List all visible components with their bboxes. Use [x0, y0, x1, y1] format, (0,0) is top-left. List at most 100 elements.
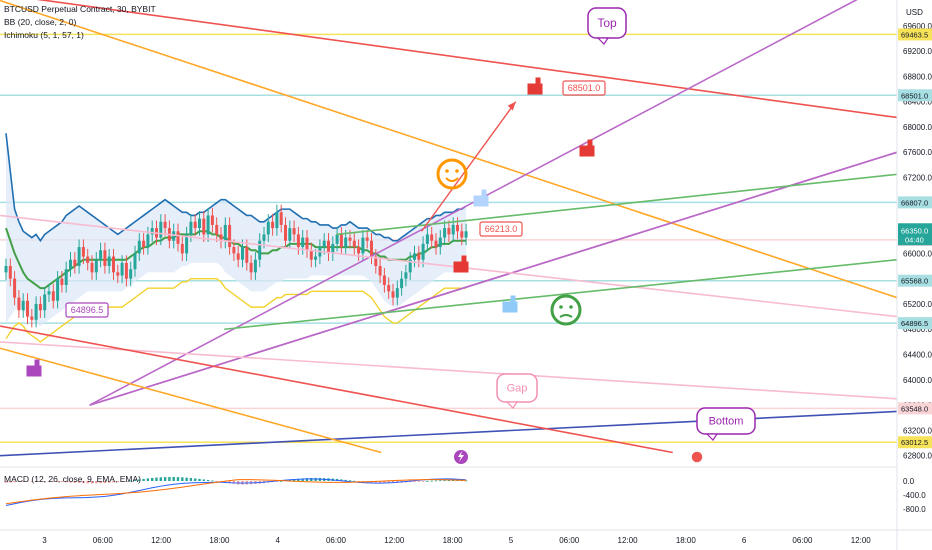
candle-body[interactable]: [447, 228, 451, 235]
sad-face-icon[interactable]: [550, 294, 582, 326]
bb-legend[interactable]: BB (20, close, 2, 0): [4, 17, 76, 27]
candle-body[interactable]: [21, 300, 25, 311]
price-note-66213-box[interactable]: [479, 221, 523, 237]
candle-body[interactable]: [146, 234, 150, 248]
candle-body[interactable]: [408, 259, 412, 273]
trend-line[interactable]: [336, 173, 897, 236]
candle-body[interactable]: [417, 253, 421, 260]
projection-arrow[interactable]: [421, 101, 517, 232]
pointing-hand-icon[interactable]: [527, 77, 543, 95]
candle-body[interactable]: [60, 278, 64, 285]
candle-body[interactable]: [232, 247, 236, 254]
candle-body[interactable]: [159, 221, 163, 238]
candle-body[interactable]: [94, 259, 98, 273]
candle-body[interactable]: [241, 247, 244, 260]
candle-body[interactable]: [365, 237, 369, 241]
price-note-64896-box[interactable]: [65, 302, 109, 318]
candle-body[interactable]: [279, 212, 283, 225]
candle-body[interactable]: [99, 250, 103, 260]
candle-body[interactable]: [309, 250, 313, 260]
trend-line[interactable]: [0, 214, 897, 318]
candle-body[interactable]: [180, 243, 184, 254]
candle-body[interactable]: [400, 278, 404, 289]
candle-body[interactable]: [120, 262, 124, 276]
price-plot-area[interactable]: [0, 0, 897, 457]
pointing-hand-icon[interactable]: [502, 295, 518, 313]
candle-body[interactable]: [77, 247, 81, 267]
candle-body[interactable]: [13, 278, 17, 298]
candle-body[interactable]: [262, 234, 266, 241]
candle-body[interactable]: [103, 250, 107, 267]
candle-body[interactable]: [4, 266, 8, 273]
candle-body[interactable]: [215, 224, 219, 235]
candle-body[interactable]: [335, 234, 339, 244]
time-axis[interactable]: 3 06:00 12:00 18:00 4 06:00 12:00 18:00 5 06:00 12…: [42, 536, 871, 545]
candle-body[interactable]: [206, 215, 210, 235]
candle-body[interactable]: [137, 240, 141, 254]
candle-body[interactable]: [271, 221, 275, 229]
price-level-tag[interactable]: [898, 196, 932, 209]
candle-body[interactable]: [64, 269, 68, 285]
trend-line[interactable]: [224, 258, 897, 331]
candle-body[interactable]: [30, 316, 34, 320]
candle-body[interactable]: [210, 215, 214, 225]
candle-body[interactable]: [344, 237, 348, 248]
currency-label[interactable]: USD: [906, 8, 923, 17]
candle-body[interactable]: [8, 266, 12, 279]
candle-body[interactable]: [331, 243, 335, 254]
candle-body[interactable]: [322, 240, 326, 248]
candle-body[interactable]: [425, 234, 429, 244]
price-level-tag[interactable]: [898, 317, 932, 330]
candle-body[interactable]: [17, 297, 21, 311]
candle-body[interactable]: [142, 240, 146, 248]
candle-body[interactable]: [413, 253, 416, 260]
price-level-tag[interactable]: [898, 28, 932, 41]
trend-line[interactable]: [0, 347, 382, 454]
candle-body[interactable]: [357, 247, 361, 254]
candle-body[interactable]: [69, 259, 72, 270]
price-level-tag[interactable]: [898, 274, 932, 287]
candle-body[interactable]: [47, 291, 51, 295]
candle-body[interactable]: [245, 247, 249, 263]
candle-body[interactable]: [460, 231, 464, 238]
candle-body[interactable]: [258, 240, 262, 260]
candle-body[interactable]: [185, 234, 189, 254]
price-note-68501-box[interactable]: [562, 80, 606, 96]
candle-body[interactable]: [464, 231, 468, 238]
trend-line[interactable]: [0, 341, 897, 400]
candle-body[interactable]: [236, 253, 240, 260]
candle-body[interactable]: [112, 256, 115, 273]
candle-body[interactable]: [73, 259, 77, 267]
candle-body[interactable]: [202, 218, 206, 235]
candle-body[interactable]: [56, 278, 60, 301]
candle-body[interactable]: [434, 240, 438, 248]
current-price-tag[interactable]: [898, 223, 932, 246]
candle-body[interactable]: [189, 221, 193, 235]
trend-line[interactable]: [89, 151, 897, 406]
candle-body[interactable]: [404, 272, 408, 279]
candle-body[interactable]: [193, 221, 197, 229]
candle-body[interactable]: [292, 228, 296, 235]
price-level-tag[interactable]: [898, 436, 932, 449]
candle-body[interactable]: [352, 240, 356, 248]
candle-body[interactable]: [198, 218, 201, 229]
candle-body[interactable]: [430, 234, 434, 241]
candle-body[interactable]: [38, 303, 42, 311]
candle-body[interactable]: [107, 256, 111, 267]
candle-body[interactable]: [288, 228, 292, 241]
candle-body[interactable]: [378, 266, 382, 276]
candle-body[interactable]: [90, 262, 94, 273]
candle-body[interactable]: [116, 272, 120, 276]
candle-body[interactable]: [150, 228, 154, 235]
candle-body[interactable]: [374, 256, 378, 267]
candle-body[interactable]: [361, 237, 365, 254]
candle-body[interactable]: [86, 256, 90, 263]
price-axis[interactable]: 69600.0 69200.0 68800.0 68400.0 68000.0 67600…: [898, 22, 932, 514]
candle-body[interactable]: [327, 240, 330, 254]
trend-line[interactable]: [0, 0, 897, 119]
candle-body[interactable]: [51, 291, 55, 301]
candle-body[interactable]: [26, 300, 29, 317]
candle-body[interactable]: [253, 259, 257, 273]
pointing-hand-icon[interactable]: [473, 189, 489, 207]
